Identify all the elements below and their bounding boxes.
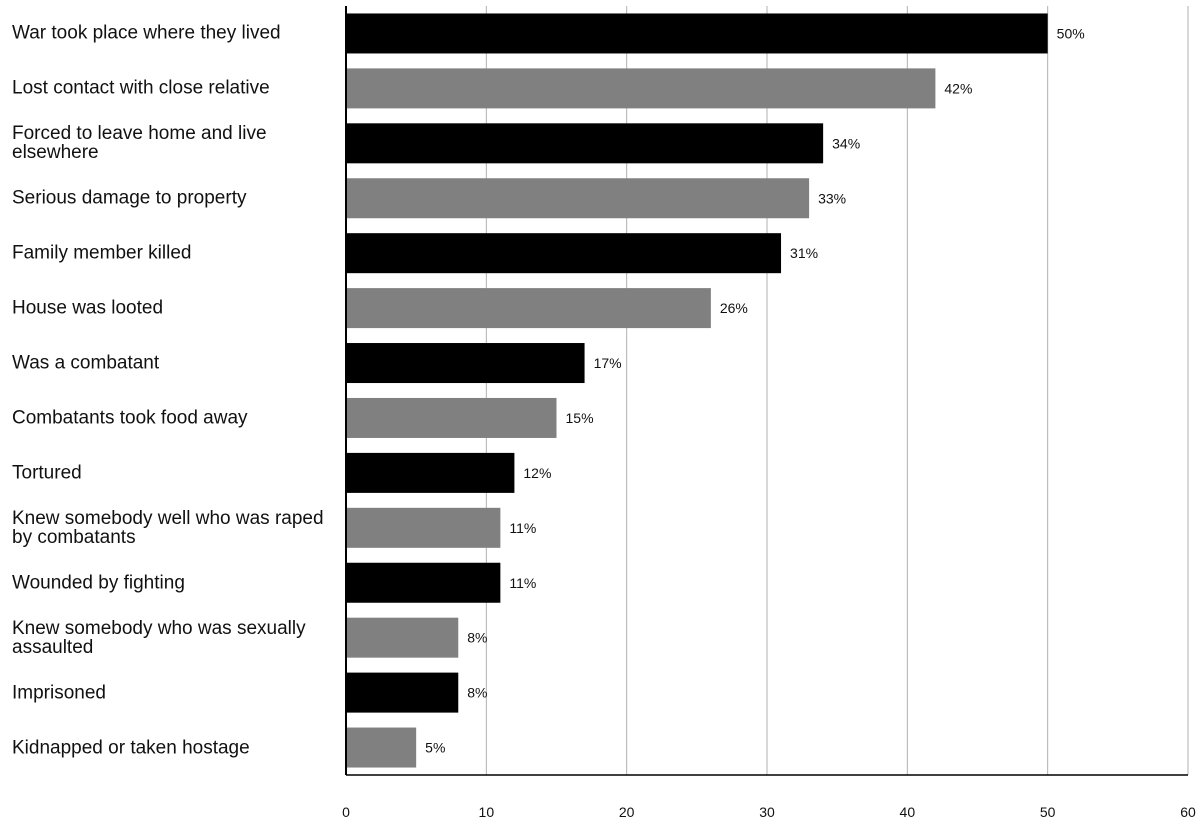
data-label: 5%	[425, 740, 445, 756]
category-label: War took place where they lived	[12, 22, 281, 44]
data-label: 11%	[509, 520, 536, 536]
category-label: Kidnapped or taken hostage	[12, 737, 250, 759]
data-label: 26%	[720, 300, 748, 316]
x-tick-label: 30	[759, 804, 775, 820]
category-label: Imprisoned	[12, 682, 106, 704]
data-label: 31%	[790, 245, 818, 261]
x-tick-label: 10	[479, 804, 495, 820]
data-label: 17%	[594, 355, 622, 371]
category-label: House was looted	[12, 297, 164, 319]
bar	[346, 13, 1048, 54]
data-label: 42%	[944, 80, 972, 96]
data-label: 34%	[832, 135, 860, 151]
data-label: 12%	[523, 465, 551, 481]
category-label: Family member killed	[12, 242, 192, 264]
data-label: 50%	[1057, 25, 1085, 41]
x-tick-label: 40	[900, 804, 916, 820]
bar	[346, 507, 501, 548]
x-tick-label: 50	[1040, 804, 1056, 820]
bar	[346, 233, 782, 274]
bar	[346, 727, 417, 768]
category-label: Knew somebody who was sexually assaulted	[12, 617, 306, 658]
category-label: Was a combatant	[12, 352, 160, 374]
x-tick-label: 60	[1180, 804, 1196, 820]
bar	[346, 68, 936, 109]
data-label: 11%	[509, 575, 536, 591]
bar	[346, 617, 459, 658]
bar	[346, 123, 824, 164]
bar	[346, 288, 711, 329]
category-label: Tortured	[12, 462, 82, 484]
bar	[346, 397, 557, 438]
category-label: Serious damage to property	[12, 187, 247, 209]
bar	[346, 562, 501, 603]
bar	[346, 672, 459, 713]
category-label: Wounded by fighting	[12, 572, 185, 594]
data-label: 33%	[818, 190, 846, 206]
bar	[346, 452, 515, 493]
category-label: Lost contact with close relative	[12, 77, 270, 99]
category-label: Combatants took food away	[12, 407, 248, 429]
x-tick-label: 0	[342, 804, 350, 820]
bar	[346, 343, 585, 384]
data-label: 8%	[467, 630, 487, 646]
data-label: 8%	[467, 685, 487, 701]
data-label: 15%	[566, 410, 594, 426]
x-tick-label: 20	[619, 804, 635, 820]
category-label: Forced to leave home and live elsewhere	[12, 123, 267, 164]
bar	[346, 178, 810, 219]
category-label: Knew somebody well who was raped by comb…	[12, 507, 324, 548]
